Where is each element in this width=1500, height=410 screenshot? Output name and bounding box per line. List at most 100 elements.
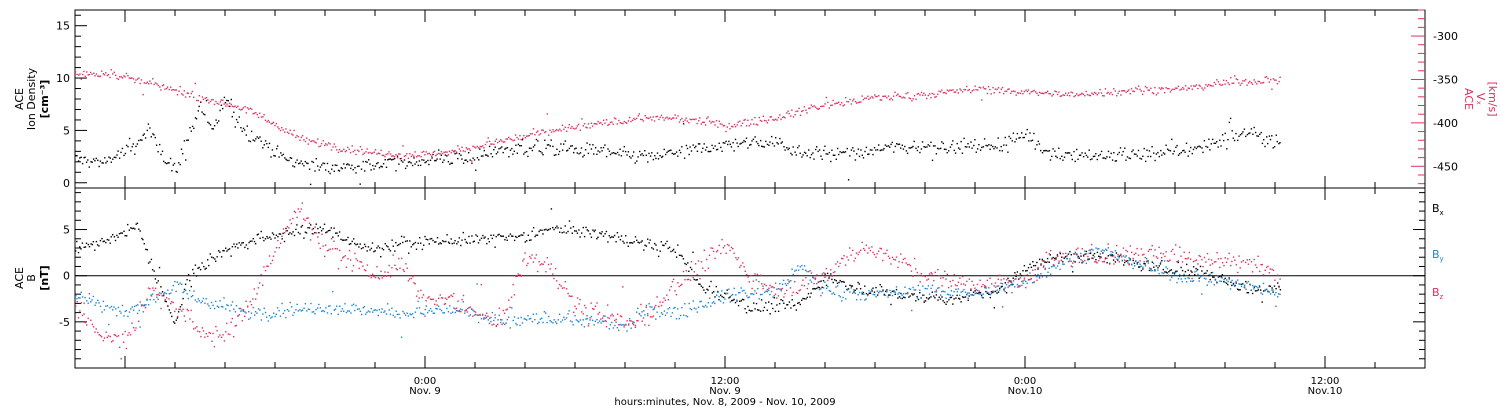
vx-point [968, 88, 970, 91]
Bz-point [967, 292, 969, 294]
Bx-point [531, 230, 533, 232]
density-point [389, 158, 392, 160]
Bx-point [424, 235, 426, 238]
Bx-point [400, 235, 403, 238]
By-point [718, 296, 720, 298]
By-point [388, 309, 390, 311]
Bz-point [264, 269, 267, 272]
Bz-point [869, 249, 872, 252]
density-point [292, 165, 294, 167]
vx-point [1155, 94, 1158, 96]
density-point [751, 140, 753, 142]
Bz-point [509, 306, 511, 308]
By-point [956, 290, 958, 293]
Bx-point [945, 303, 947, 305]
Bx-point [553, 228, 555, 231]
vx-point [152, 78, 154, 80]
Bx-point [456, 243, 458, 245]
Bz-point [1179, 246, 1181, 248]
density-point [805, 152, 807, 154]
Bx-point [824, 273, 826, 275]
By-point [927, 285, 930, 287]
bottom-time-ticks [124, 188, 1426, 368]
By-point [1011, 282, 1013, 284]
density-point [417, 164, 419, 167]
Bz-point [238, 314, 240, 316]
By-point [852, 292, 854, 294]
density-point [623, 146, 625, 148]
density-point [1272, 147, 1274, 149]
density-point [762, 145, 764, 148]
By-point [563, 316, 565, 318]
density-point [1066, 152, 1068, 154]
Bx-point [687, 262, 689, 264]
density-point [908, 147, 910, 149]
density-point [733, 150, 735, 152]
Bx-point [161, 291, 164, 293]
vx-point [960, 89, 962, 91]
Bx-point [876, 294, 879, 296]
density-point [1091, 158, 1093, 160]
density-point [618, 154, 620, 156]
Bz-point [460, 311, 462, 313]
Bz-point [1081, 248, 1083, 250]
vx-point [227, 105, 229, 107]
Bz-point [637, 320, 639, 322]
vx-point [357, 149, 359, 151]
Bz-point [1091, 243, 1093, 246]
vx-point [1172, 88, 1174, 90]
vx-point [1049, 93, 1052, 95]
vx-point [1098, 92, 1100, 94]
By-point [571, 321, 573, 323]
By-point [485, 316, 488, 318]
By-point [623, 324, 625, 326]
Bx-point [417, 242, 419, 244]
By-point [334, 308, 337, 310]
density-point [476, 157, 479, 159]
density-point [160, 153, 162, 156]
Bz-point [605, 326, 608, 328]
vx-point [1088, 94, 1090, 96]
Bx-point [838, 281, 840, 284]
density-point [497, 151, 499, 153]
vx-point [948, 90, 950, 92]
density-point [377, 162, 379, 164]
vx-point [722, 125, 725, 127]
velocity-axis-title-line1: ACE [1462, 88, 1475, 110]
density-point [224, 102, 227, 104]
density-point [1205, 145, 1207, 148]
Bz-point [849, 247, 851, 249]
Bx-point [1253, 286, 1255, 288]
density-point [1076, 148, 1078, 151]
Bx-point [342, 239, 345, 241]
By-point [101, 311, 103, 313]
density-point [1243, 128, 1246, 130]
Bz-point [319, 247, 321, 250]
Bz-point [1166, 260, 1169, 262]
By-point [832, 292, 835, 294]
Bz-point [1087, 255, 1089, 258]
Bz-point [220, 336, 223, 338]
By-point [913, 289, 915, 291]
Bx-point [296, 224, 298, 226]
By-point [950, 290, 953, 292]
By-point [1106, 249, 1108, 251]
density-point [683, 157, 686, 159]
vx-point [303, 139, 305, 141]
density-point [1261, 142, 1264, 145]
Bz-point [693, 271, 695, 273]
By-point [1037, 273, 1039, 276]
Bz-point [864, 249, 866, 251]
vx-point [175, 89, 177, 91]
vx-point [631, 119, 634, 121]
Bx-point [1080, 255, 1082, 257]
Bx-point [308, 227, 311, 229]
Bx-point [274, 237, 276, 239]
By-point [637, 307, 639, 309]
density-point [280, 152, 282, 154]
By-point [762, 285, 764, 287]
Bx-point [677, 244, 679, 246]
density-point [542, 154, 544, 156]
Bx-point [272, 233, 275, 236]
Bx-point [872, 287, 874, 289]
